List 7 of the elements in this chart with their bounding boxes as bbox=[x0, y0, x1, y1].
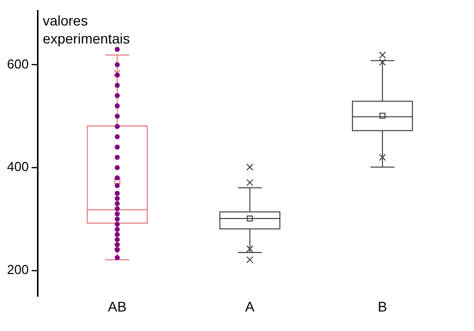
y-axis-title: valores experimentais bbox=[42, 12, 130, 47]
x-tick-label: B bbox=[378, 298, 388, 314]
y-tick-label: 600 bbox=[6, 56, 29, 72]
x-tick-label: AB bbox=[108, 298, 127, 314]
x-tick-label: A bbox=[245, 298, 256, 314]
y-tick-label: 200 bbox=[6, 262, 29, 278]
y-tick-label: 400 bbox=[6, 159, 29, 174]
